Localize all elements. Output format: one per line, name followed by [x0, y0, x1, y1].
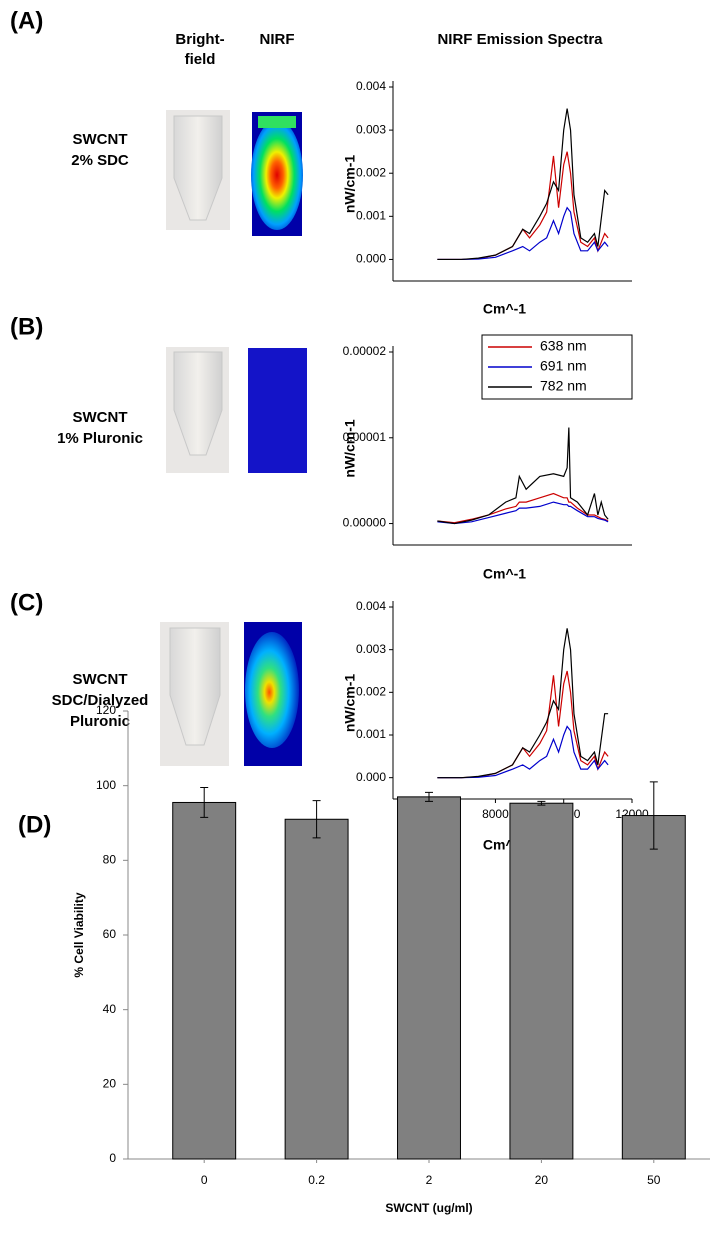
column-header: field: [185, 51, 216, 68]
nirf-cap: [258, 116, 296, 128]
spectrum-line: [437, 670, 609, 779]
panel-label: (A): [10, 7, 43, 34]
panel-label: (D): [18, 811, 51, 838]
spectrum-line: [437, 427, 609, 525]
y-axis-label: nW/cm-1: [342, 674, 358, 733]
error-bar: [649, 781, 658, 850]
tube: [173, 351, 223, 456]
y-tick-label: 0.000: [356, 252, 386, 266]
sample-label: SWCNT: [73, 671, 128, 688]
y-axis-label: nW/cm-1: [342, 419, 358, 478]
x-tick-label: 20: [535, 1173, 549, 1187]
y-tick-label: 0.000: [356, 770, 386, 784]
column-header: Bright-: [175, 31, 224, 48]
y-axis-label: % Cell Viability: [72, 892, 86, 977]
y-tick-label: 0.003: [356, 642, 386, 656]
y-tick-label: 0.003: [356, 122, 386, 136]
nirf-image: [248, 348, 307, 473]
sample-label: SWCNT: [73, 131, 128, 148]
spectrum-line: [437, 206, 609, 261]
tube: [173, 115, 223, 221]
nirf-signal: [245, 632, 299, 748]
x-tick-label: 2: [426, 1173, 433, 1187]
spectrum-line: [437, 725, 609, 779]
nirf-signal: [251, 120, 303, 230]
y-tick-label: 0.001: [356, 209, 386, 223]
legend-label: 782 nm: [540, 378, 587, 394]
tube: [169, 627, 221, 746]
x-tick-label: 0.2: [308, 1173, 325, 1187]
sample-label: 1% Pluronic: [57, 430, 143, 447]
legend-label: 691 nm: [540, 358, 587, 374]
sample-label: 2% SDC: [71, 152, 129, 169]
error-bar: [200, 787, 209, 818]
y-tick-label: 0.00002: [343, 344, 387, 358]
spectrum-line: [437, 108, 609, 261]
y-tick-label: 60: [103, 927, 117, 941]
bar: [509, 802, 574, 1160]
sample-label: Pluronic: [70, 713, 130, 730]
sample-label: SDC/Dialyzed: [52, 692, 149, 709]
y-tick-label: 20: [103, 1077, 117, 1091]
x-tick-label: 8000: [482, 807, 509, 821]
y-tick-label: 120: [96, 703, 116, 717]
sample-label: SWCNT: [73, 409, 128, 426]
x-axis-label: Cm^-1: [483, 301, 526, 317]
y-tick-label: 0.00000: [343, 516, 387, 530]
column-header: NIRF Emission Spectra: [437, 31, 603, 48]
spectrum-line: [437, 501, 609, 525]
bar: [172, 801, 237, 1160]
bar: [621, 815, 686, 1160]
spectrum-line: [437, 151, 609, 261]
panel-label: (C): [10, 589, 43, 616]
y-tick-label: 0.00001: [343, 430, 387, 444]
x-tick-label: 0: [201, 1173, 208, 1187]
bar: [397, 796, 461, 1160]
legend-label: 638 nm: [540, 338, 587, 354]
y-tick-label: 0: [109, 1151, 116, 1165]
x-axis-label: Cm^-1: [483, 566, 526, 582]
y-tick-label: 0.002: [356, 685, 386, 699]
error-bar: [425, 791, 433, 802]
y-tick-label: 0.002: [356, 165, 386, 179]
y-tick-label: 0.001: [356, 727, 386, 741]
spectrum-line: [437, 628, 609, 779]
y-tick-label: 0.004: [356, 599, 386, 613]
y-tick-label: 100: [96, 778, 116, 792]
panel-label: (B): [10, 313, 43, 340]
column-header: NIRF: [260, 31, 295, 48]
y-tick-label: 0.004: [356, 79, 386, 93]
bar: [284, 818, 349, 1160]
error-bar: [312, 800, 321, 839]
spectrum-line: [437, 492, 609, 524]
y-axis-label: nW/cm-1: [342, 155, 358, 214]
error-bar: [537, 800, 546, 806]
x-tick-label: 50: [647, 1173, 661, 1187]
x-axis-label: SWCNT (ug/ml): [385, 1201, 472, 1215]
y-tick-label: 80: [103, 853, 117, 867]
y-tick-label: 40: [103, 1002, 117, 1016]
